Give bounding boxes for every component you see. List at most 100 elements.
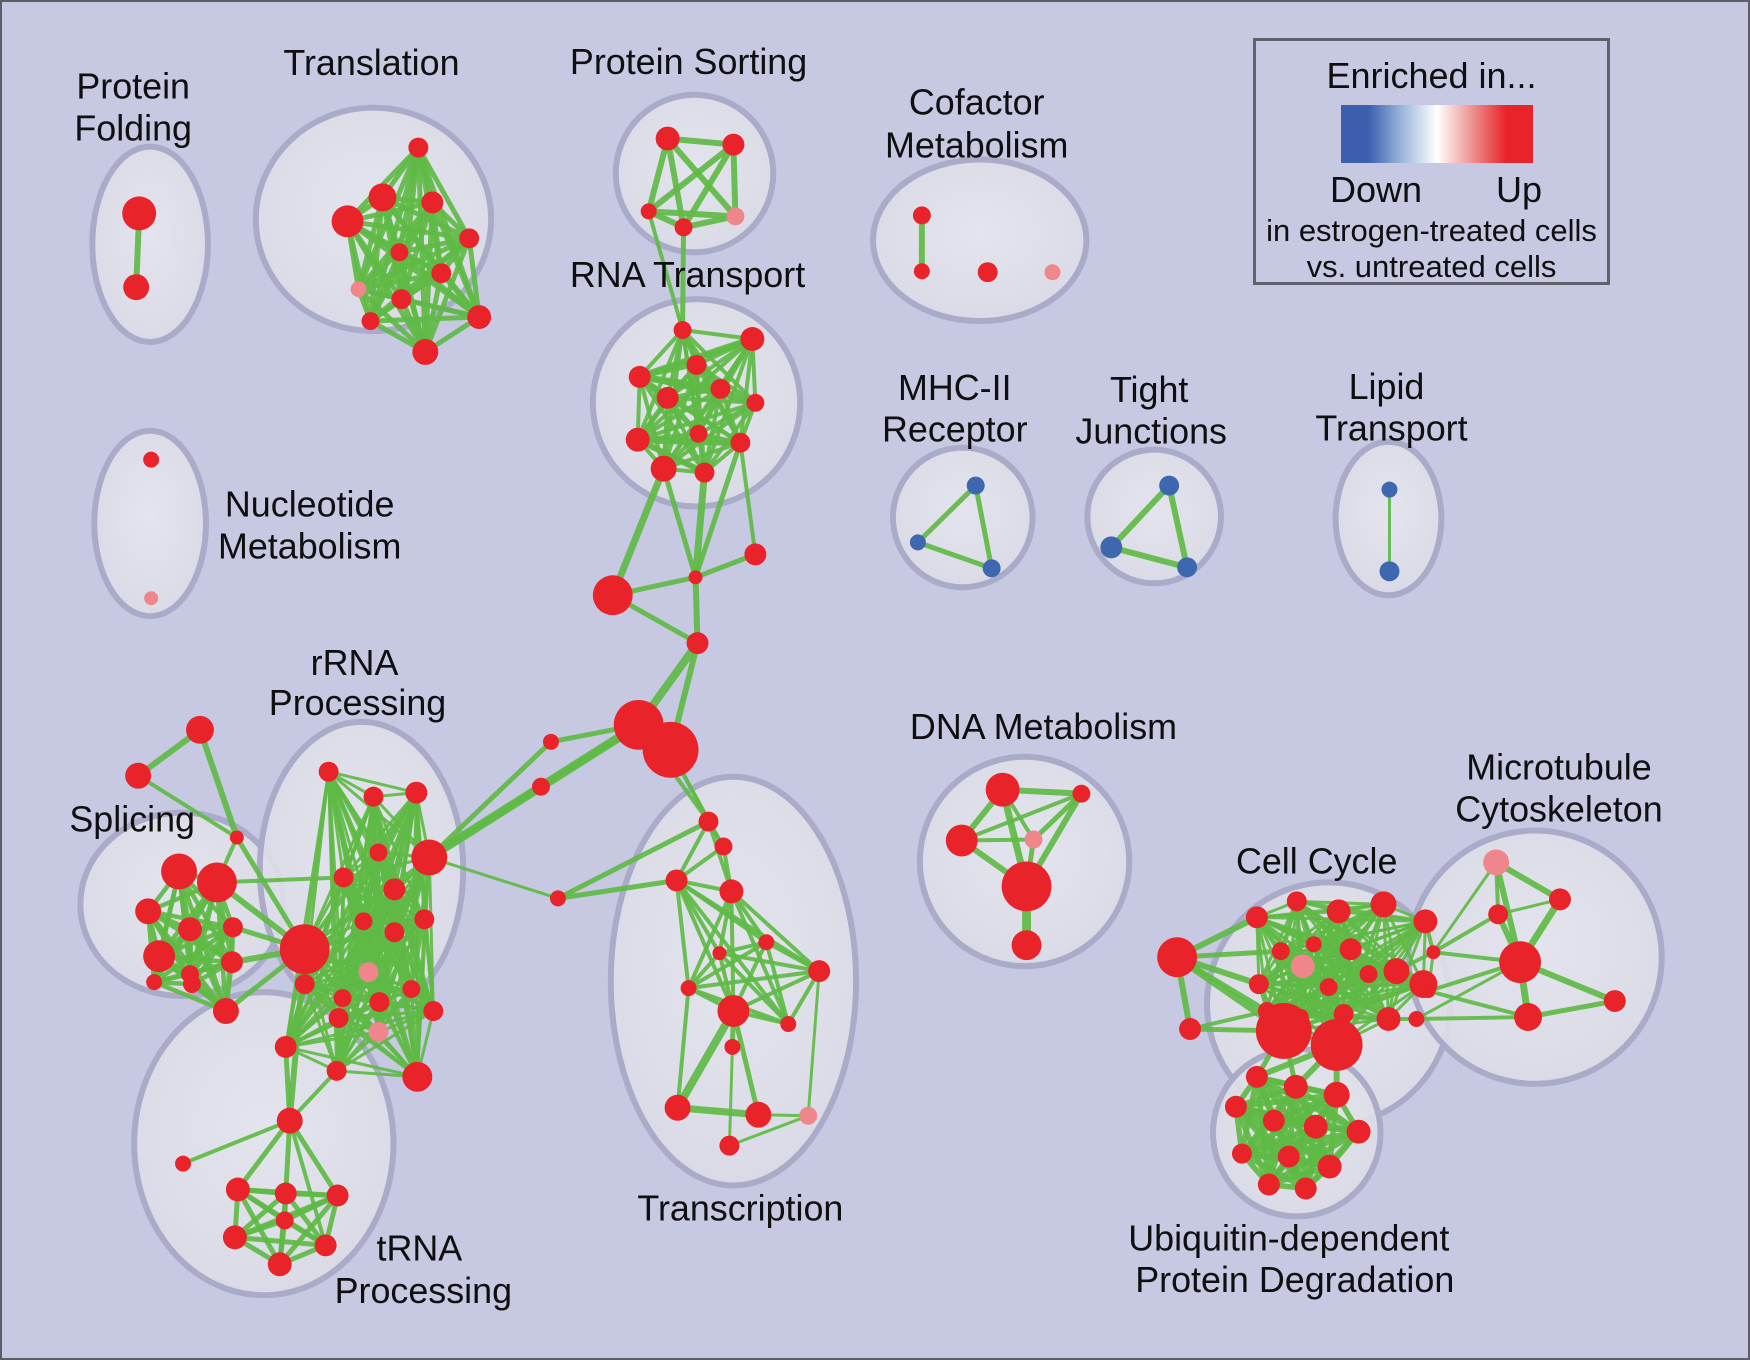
node-T6 [390,243,409,262]
node-RRl9 [402,1061,433,1092]
node-Tr6 [758,934,775,951]
cluster-label-nucleotide-metabolism-1: Metabolism [218,526,401,566]
node-H2 [688,570,703,585]
node-RRm6 [414,909,435,930]
node-TJ1 [1159,475,1180,496]
node-Tr11 [664,1094,691,1121]
legend-box: Enriched in... Down Up in estrogen-treat… [1253,38,1610,285]
node-MC4 [1603,990,1626,1013]
node-R5 [710,378,731,399]
node-NM2 [144,591,159,606]
node-TrP [799,1106,818,1125]
node-MH3 [982,559,1001,578]
node-RRt3 [405,781,428,804]
node-RRl2 [333,989,352,1008]
cluster-label-microtubule-cytoskeleton-0: Microtubule [1466,748,1651,788]
node-CC6 [1271,942,1290,961]
node-MC1 [1549,888,1571,911]
node-U4 [1224,1095,1247,1118]
cluster-label-tight-junctions-1: Junctions [1075,412,1227,452]
node-T2 [368,183,397,212]
node-SP5 [222,917,243,938]
node-TJ3 [1177,557,1198,578]
node-R3 [686,354,707,375]
cluster-label-rna-transport-0: RNA Transport [570,255,805,295]
node-RRl8 [326,1060,347,1081]
node-CF2 [913,263,930,280]
node-U6 [1303,1114,1328,1139]
node-R9 [689,424,708,443]
node-H1 [592,575,633,616]
node-T12 [361,312,380,331]
node-S2 [722,133,745,156]
node-RRl3 [369,992,390,1013]
cluster-label-ubiquitin-degradation-0: Ubiquitin-dependent [1128,1218,1449,1258]
node-P1 [122,196,157,231]
node-SP8 [220,951,243,974]
cluster-ellipse-cofactor-metabolism [870,156,1090,325]
node-CS [229,830,244,845]
cluster-label-rrna-processing-0: rRNA [311,643,399,683]
node-CCo2 [1179,1018,1202,1040]
cluster-label-cofactor-metabolism-0: Cofactor [909,83,1045,123]
cluster-label-transcription-0: Transcription [637,1188,843,1228]
node-P2 [123,274,150,301]
node-TN3 [326,1184,349,1207]
cluster-ellipse-mhc-ii-receptor [889,444,1036,591]
node-RRp1 [358,962,379,983]
node-RRhub [279,924,330,975]
node-CC7 [1305,936,1322,953]
node-CCp [1290,954,1315,979]
node-RRt1 [318,761,339,782]
node-RRl7 [274,1035,297,1058]
node-R11 [650,455,677,482]
node-Tr13 [719,1135,740,1156]
node-T1 [408,137,429,158]
node-D3 [945,824,978,857]
node-CC5 [1413,909,1438,934]
legend-down-label: Down [1330,169,1423,210]
nodes-layer [122,126,1626,1277]
node-SP2 [197,862,237,903]
node-Tr9 [780,1016,797,1032]
node-C2 [532,777,550,796]
node-CC10 [1359,965,1378,984]
node-RRp2 [368,1021,389,1042]
cluster-label-protein-folding-0: Protein [76,67,190,107]
node-RRt2 [363,786,384,807]
node-CC16 [1333,1004,1354,1024]
node-X1 [549,890,566,907]
cluster-label-ubiquitin-degradation-1: Protein Degradation [1135,1260,1454,1300]
node-T5 [459,228,480,249]
node-U3 [1323,1081,1350,1108]
cluster-label-microtubule-cytoskeleton-1: Cytoskeleton [1455,790,1662,830]
cluster-label-mhc-ii-receptor-1: Receptor [882,410,1028,450]
legend-up-label: Up [1495,169,1542,210]
node-SP9 [146,974,163,991]
node-CC1 [1245,906,1268,929]
node-U5 [1262,1109,1285,1132]
node-T3 [331,205,364,238]
node-TN1 [225,1177,250,1202]
cluster-label-nucleotide-metabolism-0: Nucleotide [225,484,395,524]
node-SP10 [183,975,201,994]
node-LP1 [1381,481,1398,498]
node-DP [1024,830,1043,849]
node-T7 [431,263,452,284]
node-TN2 [274,1182,297,1205]
node-CC8 [1339,938,1362,961]
node-TrB [717,995,750,1027]
node-U1 [1245,1065,1268,1088]
cluster-label-trna-processing-0: tRNA [376,1228,462,1268]
node-D2 [1072,784,1091,803]
node-R4 [628,365,651,388]
node-U7 [1346,1119,1371,1144]
node-TN7 [275,1211,294,1230]
node-Tr1 [698,811,719,832]
cluster-label-protein-sorting-0: Protein Sorting [570,42,807,82]
node-RRl1 [294,974,315,995]
node-RRl5 [423,1001,444,1021]
node-H5 [642,721,699,778]
